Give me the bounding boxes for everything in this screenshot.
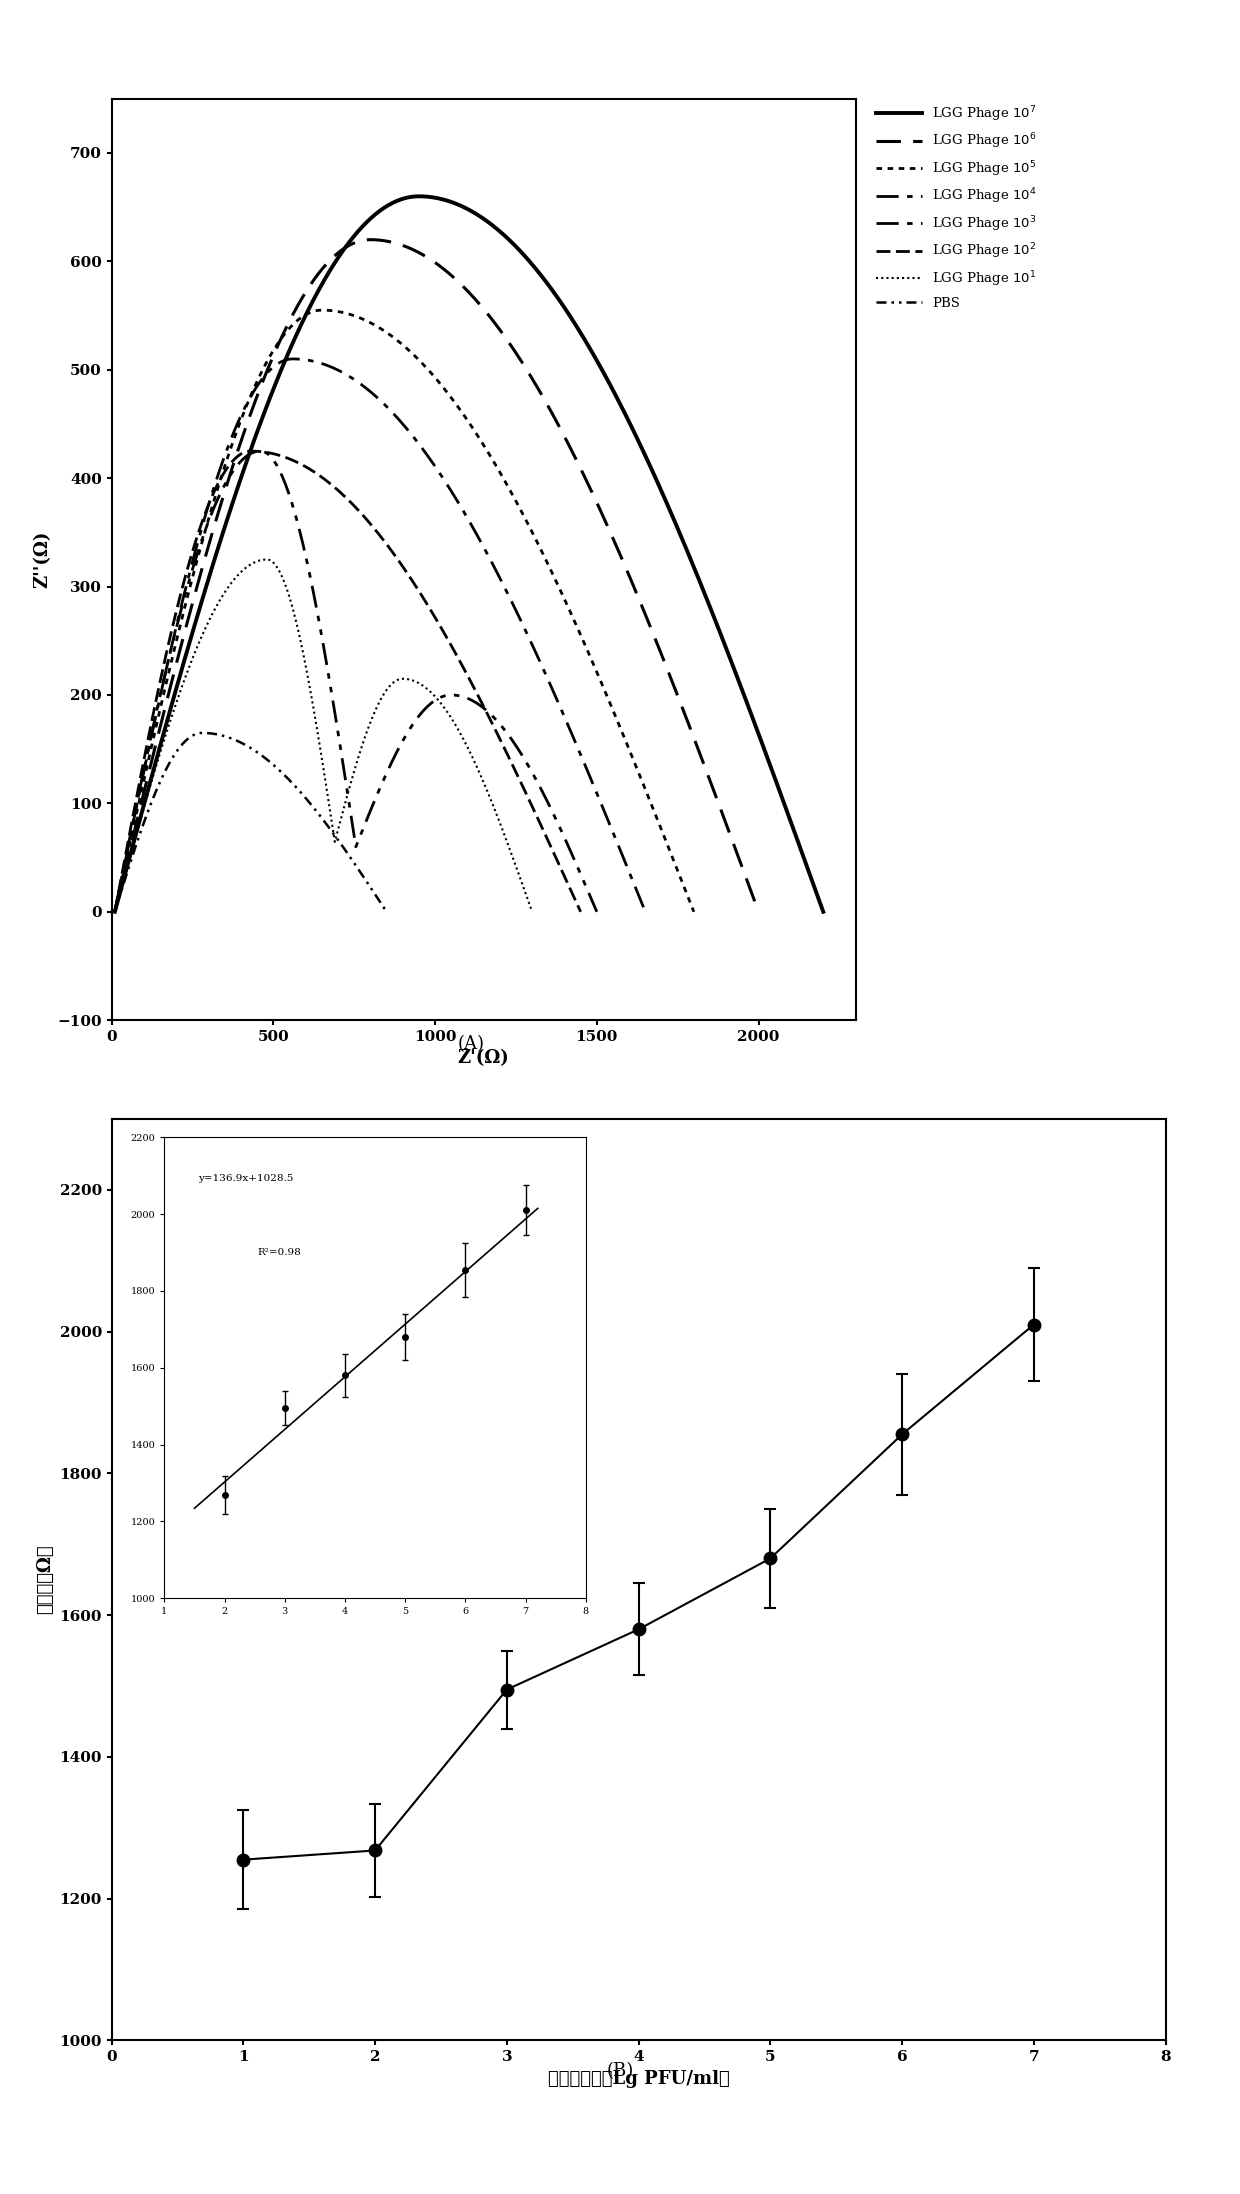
X-axis label: 噬菌体浓度（Lg PFU/ml）: 噬菌体浓度（Lg PFU/ml） [548, 2069, 729, 2089]
Text: (B): (B) [606, 2062, 634, 2080]
X-axis label: Z'(Ω): Z'(Ω) [458, 1049, 510, 1068]
Legend: LGG Phage $10^7$, LGG Phage $10^6$, LGG Phage $10^5$, LGG Phage $10^4$, LGG Phag: LGG Phage $10^7$, LGG Phage $10^6$, LGG … [870, 99, 1042, 316]
Y-axis label: Z''(Ω): Z''(Ω) [33, 531, 52, 588]
Y-axis label: 电阐値（Ω）: 电阐値（Ω） [36, 1545, 53, 1615]
Text: (A): (A) [458, 1036, 485, 1053]
